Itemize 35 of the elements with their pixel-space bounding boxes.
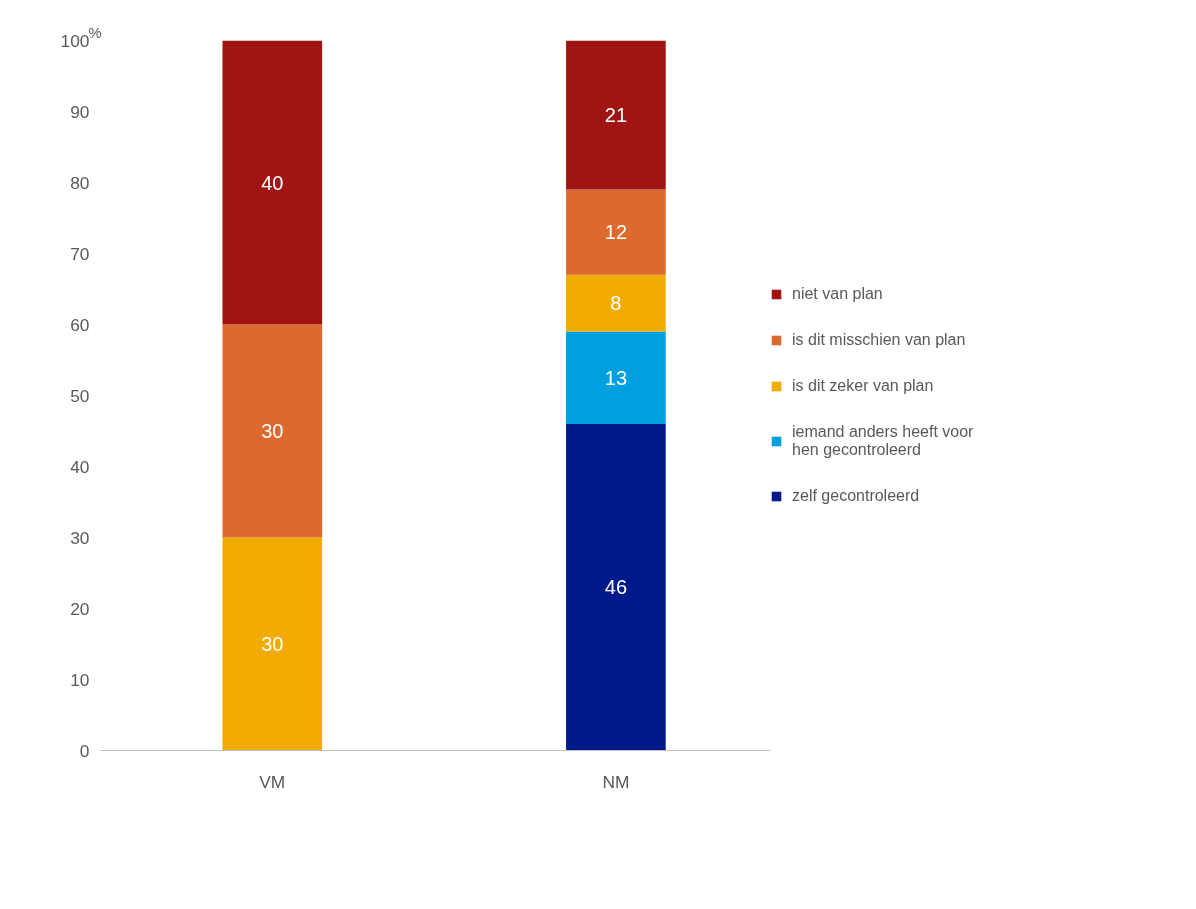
bar (566, 189, 666, 275)
data-label: 21 (604, 104, 628, 127)
bar (566, 331, 666, 424)
x-tick-label: VM (259, 771, 286, 792)
data-label: 40 (261, 171, 284, 194)
legend-label: is dit zeker van plan (792, 377, 934, 395)
bar (222, 40, 323, 325)
y-tick-label: 50 (70, 385, 90, 406)
bar (222, 324, 323, 538)
y-tick-label: 30 (70, 527, 90, 548)
y-tick-label: 0 (79, 740, 90, 761)
data-label: 13 (604, 366, 628, 389)
y-tick-label: 80 (70, 172, 90, 193)
y-tick-label: 20 (70, 598, 90, 619)
y-tick-label: 60 (70, 314, 90, 335)
data-label: 8 (610, 292, 622, 315)
bar (566, 40, 666, 190)
legend-label: zelf gecontroleerd (792, 487, 920, 505)
y-axis-title: % (88, 24, 102, 41)
y-tick-label: 90 (70, 101, 90, 122)
bar (566, 423, 666, 751)
legend-label: is dit misschien van plan (792, 331, 966, 349)
bar (566, 274, 666, 332)
x-tick-label: NM (602, 771, 630, 792)
y-tick-label: 10 (70, 669, 90, 690)
data-label: 46 (604, 576, 628, 599)
bar (222, 537, 323, 751)
legend-label: iemand anders heeft voor hen gecontroleerd (792, 423, 974, 459)
y-tick-label: 100 (60, 30, 90, 51)
data-label: 30 (261, 420, 284, 442)
y-tick-label: 40 (70, 456, 90, 477)
y-tick-label: 70 (70, 243, 90, 264)
data-label: 30 (261, 633, 284, 655)
data-label: 12 (604, 221, 628, 244)
legend-label: niet van plan (792, 285, 883, 303)
